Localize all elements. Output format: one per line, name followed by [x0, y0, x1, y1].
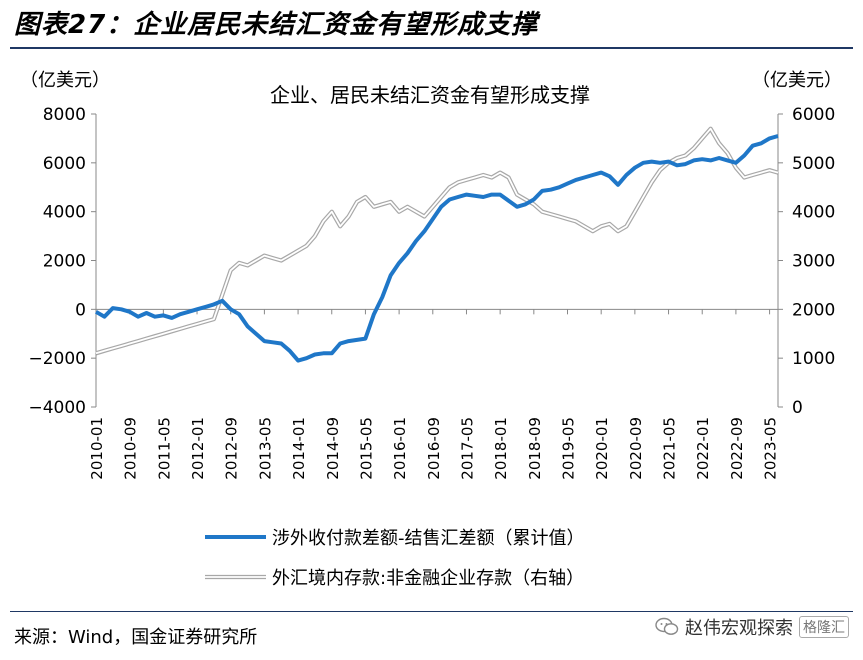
- left-tick-label: 8000: [43, 105, 86, 125]
- x-tick-label: 2023-05: [762, 417, 780, 480]
- series-line-nonfinancial-deposits: [95, 126, 779, 356]
- left-axis-unit: （亿美元）: [20, 70, 110, 91]
- watermark: 赵伟宏观探索 格隆汇: [655, 614, 849, 640]
- x-tick-label: 2018-09: [526, 417, 544, 480]
- left-tick-label: 2000: [43, 252, 86, 272]
- legend-label-nonfinancial-deposits: 外汇境内存款:非金融企业存款（右轴）: [272, 568, 584, 589]
- x-tick-label: 2016-09: [425, 417, 443, 480]
- right-tick-label: 2000: [792, 300, 835, 320]
- wechat-icon: [655, 617, 679, 635]
- x-axis-ticks: 2010-01 2010-09 2011-05 2012-01 2012-09 2013-…: [88, 309, 780, 480]
- x-tick-label: 2020-01: [593, 417, 611, 480]
- title-divider: [10, 47, 853, 49]
- right-tick-label: 4000: [792, 203, 835, 223]
- x-tick-label: 2010-09: [122, 417, 140, 480]
- left-tick-label: 0: [75, 300, 86, 320]
- x-tick-label: 2010-01: [88, 417, 106, 480]
- watermark-logo: 格隆汇: [799, 616, 849, 638]
- x-tick-label: 2014-09: [324, 417, 342, 480]
- left-tick-label: −4000: [28, 398, 86, 418]
- chart-title: 企业、居民未结汇资金有望形成支撑: [270, 83, 590, 107]
- legend: 涉外收付款差额-结售汇差额（累计值） 外汇境内存款:非金融企业存款（右轴）: [205, 528, 585, 589]
- x-tick-label: 2016-01: [391, 417, 409, 480]
- x-tick-label: 2012-01: [189, 417, 207, 480]
- left-axis-ticks: 8000 6000 4000 2000 0 −2000 −4000: [28, 105, 96, 418]
- right-tick-label: 1000: [792, 349, 835, 369]
- x-tick-label: 2014-01: [290, 417, 308, 480]
- right-tick-label: 5000: [792, 154, 835, 174]
- left-tick-label: 4000: [43, 203, 86, 223]
- right-axis-ticks: 6000 5000 4000 3000 2000 1000 0: [778, 105, 835, 418]
- right-tick-label: 3000: [792, 252, 835, 272]
- x-tick-label: 2022-01: [694, 417, 712, 480]
- x-tick-label: 2019-05: [560, 417, 578, 480]
- left-tick-label: −2000: [28, 349, 86, 369]
- series-layer: [94, 126, 779, 363]
- series-line-nonfinancial-deposits-core: [95, 127, 779, 355]
- left-tick-label: 6000: [43, 154, 86, 174]
- x-tick-label: 2021-05: [661, 417, 679, 480]
- source-note: 来源：Wind，国金证券研究所: [14, 627, 258, 648]
- legend-label-payment-balance: 涉外收付款差额-结售汇差额（累计值）: [272, 528, 585, 549]
- right-axis-unit: （亿美元）: [752, 70, 842, 91]
- footer-divider: [10, 611, 853, 612]
- watermark-text: 赵伟宏观探索: [685, 618, 793, 639]
- x-tick-label: 2017-05: [458, 417, 476, 480]
- right-tick-label: 6000: [792, 105, 835, 125]
- x-tick-label: 2018-01: [492, 417, 510, 480]
- x-tick-label: 2011-05: [155, 417, 173, 480]
- x-tick-label: 2022-09: [728, 417, 746, 480]
- page-title: 图表27：企业居民未结汇资金有望形成支撑: [14, 10, 539, 40]
- x-tick-label: 2013-05: [256, 417, 274, 480]
- series-line-payment-balance: [94, 134, 779, 363]
- x-tick-label: 2015-05: [357, 417, 375, 480]
- x-tick-label: 2020-09: [627, 417, 645, 480]
- line-chart: 企业、居民未结汇资金有望形成支撑 （亿美元） （亿美元） 8000 6000 400…: [20, 70, 842, 589]
- right-tick-label: 0: [792, 398, 803, 418]
- x-tick-label: 2012-09: [223, 417, 241, 480]
